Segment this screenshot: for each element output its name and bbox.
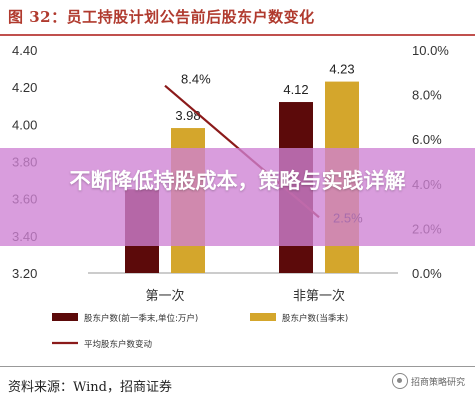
right-tick-label: 6.0% (412, 132, 442, 147)
banner-text: 不断降低持股成本，策略与实践详解 (69, 169, 406, 193)
right-tick-label: 8.0% (412, 88, 442, 103)
data-label: 4.12 (283, 82, 308, 97)
source-footer: 资料来源：Wind，招商证券 招商策略研究 (0, 366, 475, 401)
left-tick-label: 4.20 (12, 80, 37, 95)
right-tick-label: 10.0% (412, 43, 449, 58)
right-tick-label: 0.0% (412, 266, 442, 281)
data-label: 4.23 (329, 62, 354, 77)
legend-label-before: 股东户数(前一季末,单位:万户) (84, 313, 198, 324)
legend-swatch-after (250, 313, 276, 321)
watermark-text: 招商策略研究 (410, 377, 465, 388)
left-tick-label: 3.20 (12, 266, 37, 281)
left-tick-label: 4.40 (12, 43, 37, 58)
line-label: 8.4% (181, 72, 211, 87)
legend-swatch-before (52, 313, 78, 321)
category-label: 第一次 (145, 288, 184, 304)
legend-label-line: 平均股东户数变动 (84, 339, 153, 350)
figure-title: 图 32：员工持股计划公告前后股东户数变化 (8, 8, 315, 26)
overlay-banner: 不断降低持股成本，策略与实践详解 (0, 148, 475, 246)
data-label: 3.98 (175, 108, 200, 123)
figure-header: 图 32：员工持股计划公告前后股东户数变化 (0, 0, 475, 36)
left-tick-label: 4.00 (12, 117, 37, 132)
source-note: 资料来源：Wind，招商证券 (8, 380, 172, 395)
watermark: 招商策略研究 (391, 373, 465, 389)
category-label: 非第一次 (293, 288, 345, 304)
wechat-icon (391, 373, 408, 389)
legend-label-after: 股东户数(当季末) (282, 313, 348, 324)
